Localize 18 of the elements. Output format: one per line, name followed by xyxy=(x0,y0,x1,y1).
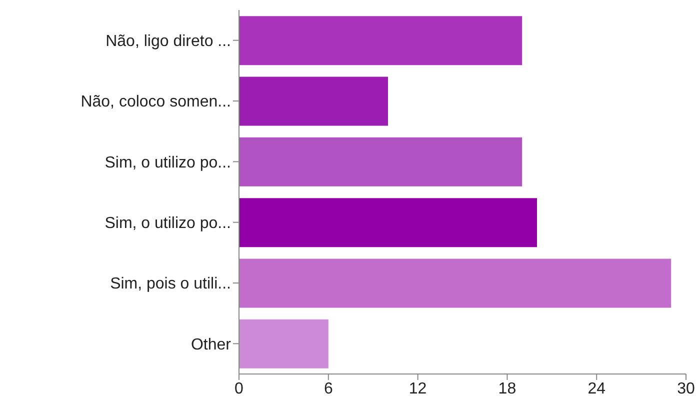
bar xyxy=(239,319,328,368)
x-tick-label: 30 xyxy=(677,380,695,398)
x-tick-label: 18 xyxy=(498,380,516,398)
y-tick-label: Não, ligo direto ... xyxy=(106,33,231,50)
y-tick-label: Sim, pois o utili... xyxy=(110,276,231,293)
bar xyxy=(239,16,522,66)
bar xyxy=(239,198,537,248)
bar xyxy=(239,137,522,186)
bar xyxy=(239,76,388,126)
y-tick-label: Sim, o utilizo po... xyxy=(104,215,231,232)
x-tick-label: 0 xyxy=(234,380,244,398)
bar xyxy=(239,258,672,308)
x-tick-label: 6 xyxy=(324,380,333,398)
y-tick-label: Sim, o utilizo po... xyxy=(104,154,231,172)
y-tick-label: Não, coloco somen... xyxy=(80,94,231,111)
y-tick-label: Other xyxy=(190,336,232,354)
x-tick-label: 24 xyxy=(588,380,606,398)
x-tick-label: 12 xyxy=(408,380,427,398)
